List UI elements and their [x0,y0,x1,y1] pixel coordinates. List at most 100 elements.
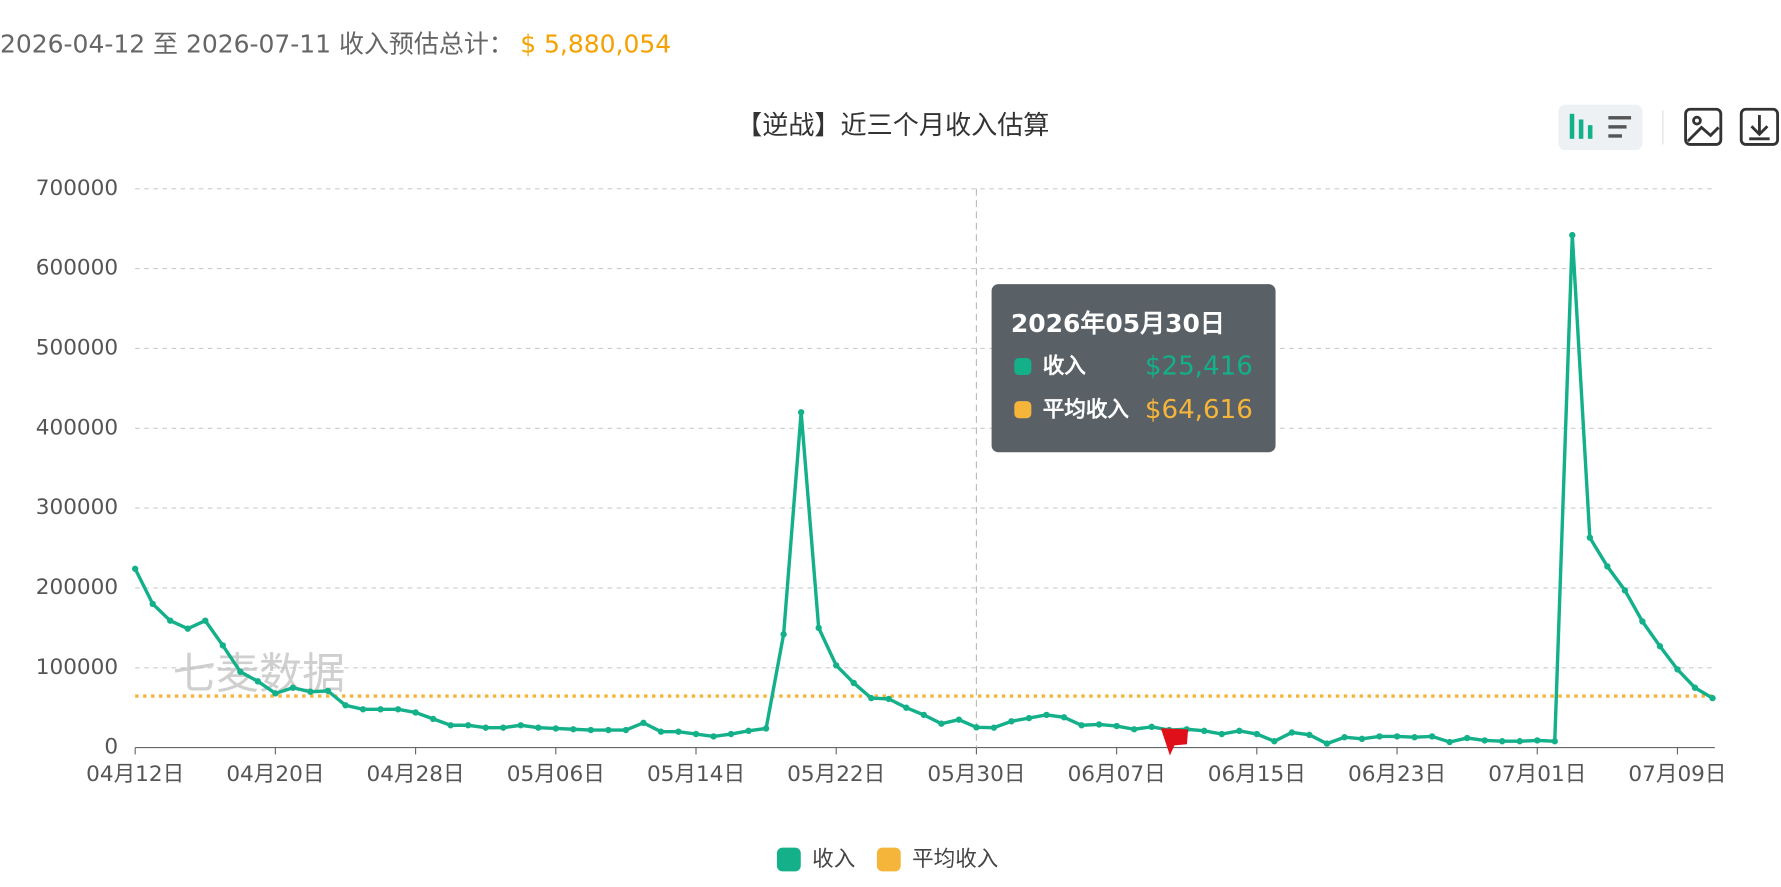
data-point [307,688,314,695]
data-point [342,702,349,709]
data-point [850,679,857,687]
data-point [517,722,524,729]
data-point [1306,731,1313,739]
data-point [1393,733,1401,740]
data-point [1113,722,1120,730]
data-point [727,730,735,738]
data-point [1499,738,1506,745]
data-point [535,724,542,731]
data-point [1253,730,1261,738]
y-tick-label: 100000 [36,655,118,680]
data-point [237,668,244,675]
legend-label: 平均收入 [912,847,998,872]
y-tick-label: 200000 [36,575,118,600]
data-point [131,565,139,572]
image-button[interactable] [1684,107,1723,146]
data-point [149,600,156,608]
data-point [920,711,928,719]
data-point [359,706,367,713]
data-point [955,716,963,723]
data-point [500,724,507,731]
x-tick-label: 06月07日 [1068,762,1166,787]
data-point [1516,738,1523,745]
flag-icon [1160,728,1189,756]
data-point [219,642,226,649]
data-point [447,722,454,729]
data-point [1481,737,1488,744]
data-point [1428,733,1436,740]
data-point [1376,733,1383,740]
data-point [1025,714,1033,722]
chart-title: 【逆战】近三个月收入估算 [736,111,1049,141]
legend-swatch [776,847,801,872]
data-point [429,715,437,723]
legend-swatch [876,847,901,872]
data-point [1060,714,1068,721]
data-point [1639,618,1646,625]
data-point [797,409,805,416]
data-point [622,726,630,734]
data-point [833,662,840,669]
toolbar [1558,104,1780,151]
data-point [1341,734,1348,741]
range-text: 2026-04-12 至 2026-07-11 收入预估总计： [0,30,514,59]
data-point [1008,718,1015,725]
y-tick-label: 500000 [36,335,118,360]
data-point [973,724,980,731]
data-point [903,704,910,711]
data-point [1621,587,1629,594]
tooltip-swatch [1014,401,1032,419]
download-button[interactable] [1739,107,1780,146]
x-tick-label: 05月22日 [787,762,885,787]
x-tick-label: 04月20日 [226,762,324,787]
data-point [1709,694,1716,702]
data-point [675,728,682,735]
data-point [1130,726,1138,733]
data-point [868,694,875,702]
data-point [1218,730,1225,738]
data-point [1446,738,1453,746]
data-point [1148,723,1155,731]
data-point [1463,734,1471,742]
data-point [1043,711,1050,719]
y-tick-label: 600000 [36,256,118,281]
data-point [657,728,665,735]
data-point [1358,735,1366,743]
data-point [202,617,209,624]
x-tick-label: 04月12日 [86,762,184,787]
data-point [1604,563,1611,570]
total-value: $ 5,880,054 [520,30,671,59]
data-point [1691,684,1699,691]
y-tick-label: 300000 [36,495,118,520]
data-point [1288,729,1296,736]
data-point [1674,666,1681,673]
data-point [990,724,998,731]
tooltip-name: 收入 [1043,353,1087,379]
data-point [780,631,787,638]
data-point [1534,737,1541,744]
data-point [692,730,700,738]
data-point [1586,534,1594,541]
data-point [184,625,191,632]
x-tick-label: 05月30日 [927,762,1025,787]
data-point [1323,740,1331,747]
tooltip-name: 平均收入 [1043,396,1130,422]
data-point [815,624,822,632]
data-point [167,617,174,624]
tooltip-value: $25,416 [1145,352,1253,382]
data-point [1236,727,1243,735]
x-tick-label: 06月15日 [1208,762,1306,787]
data-point [938,720,945,727]
data-point [745,727,752,735]
data-point [482,724,489,731]
data-point [254,678,262,685]
data-point [1078,722,1085,729]
data-point [1201,727,1208,735]
x-tick-label: 07月09日 [1628,762,1726,787]
data-point [324,687,332,695]
data-point [710,733,717,740]
data-point [885,695,892,703]
data-point [640,719,647,727]
